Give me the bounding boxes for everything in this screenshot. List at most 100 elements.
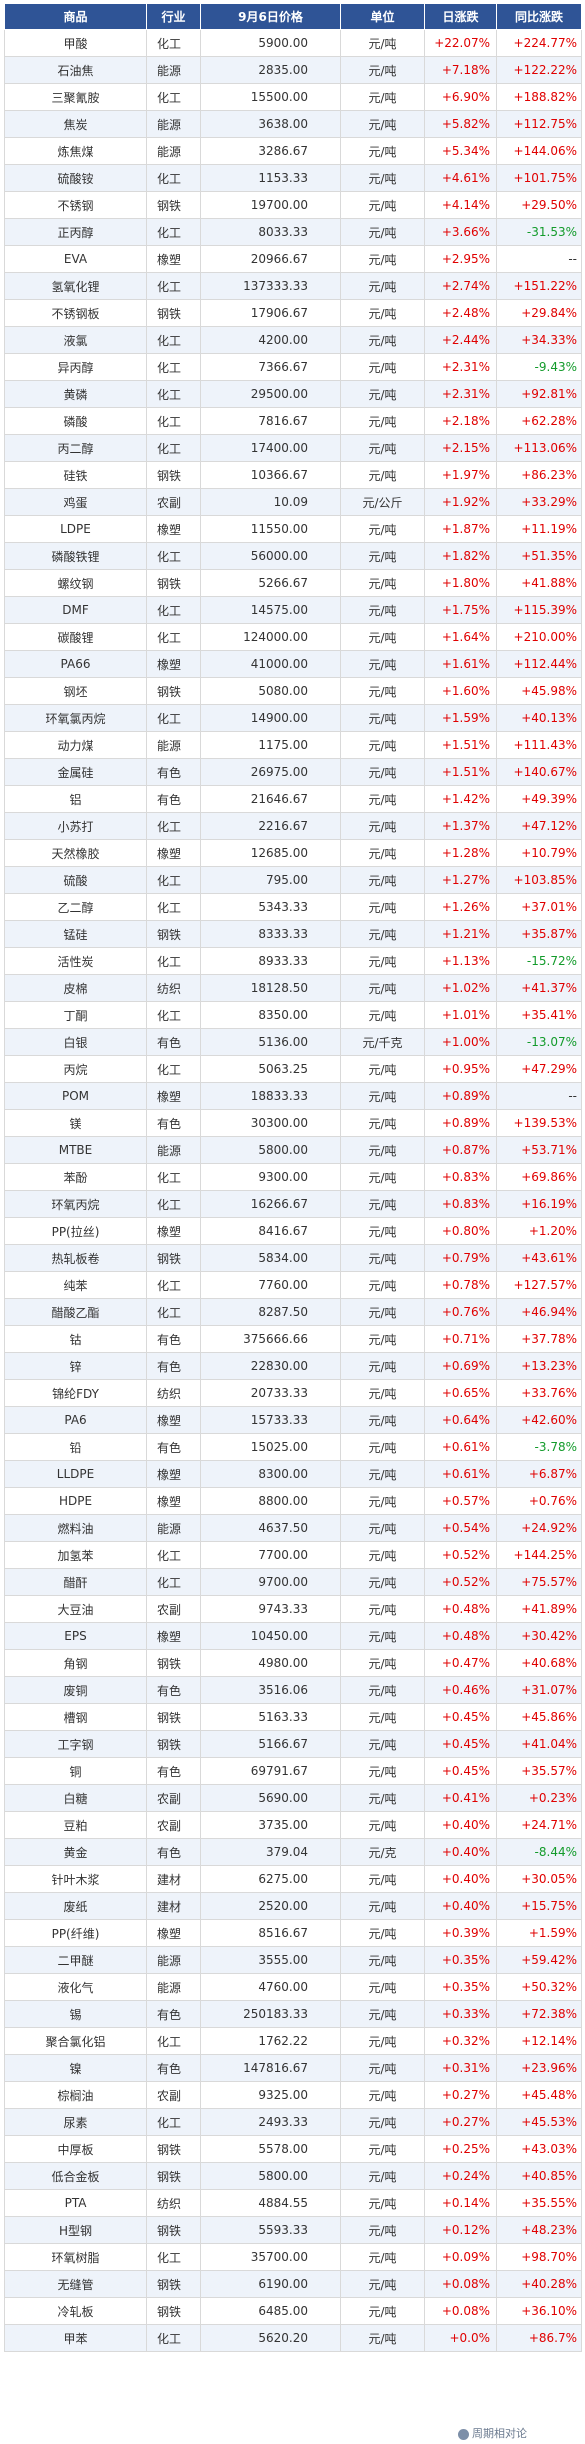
cell-unit: 元/吨	[340, 380, 425, 408]
table-row: 黄金 有色 379.04 元/克 +0.40% -8.44%	[4, 1838, 582, 1866]
cell-price: 8933.33	[200, 947, 341, 975]
cell-industry: 化工	[146, 434, 201, 462]
cell-price: 15025.00	[200, 1433, 341, 1461]
cell-yoy-change: +41.04%	[496, 1730, 582, 1758]
cell-yoy-change: +34.33%	[496, 326, 582, 354]
cell-day-change: +0.87%	[424, 1136, 497, 1164]
cell-unit: 元/克	[340, 1838, 425, 1866]
cell-unit: 元/吨	[340, 1946, 425, 1974]
cell-day-change: +0.08%	[424, 2270, 497, 2298]
cell-industry: 化工	[146, 866, 201, 894]
cell-name: H型钢	[4, 2216, 147, 2244]
cell-industry: 化工	[146, 164, 201, 192]
cell-yoy-change: -8.44%	[496, 1838, 582, 1866]
table-row: 钴有色 375666.66 元/吨 +0.71% +37.78%	[4, 1325, 582, 1353]
cell-name: 苯酚	[4, 1163, 147, 1191]
cell-yoy-change: +45.98%	[496, 677, 582, 705]
cell-day-change: +0.32%	[424, 2027, 497, 2055]
cell-name: 白糖	[4, 1784, 147, 1812]
cell-industry: 钢铁	[146, 569, 201, 597]
cell-unit: 元/吨	[340, 2108, 425, 2136]
cell-yoy-change: +59.42%	[496, 1946, 582, 1974]
table-row: 加氢苯 化工 7700.00 元/吨 +0.52% +144.25%	[4, 1541, 582, 1569]
cell-day-change: +0.89%	[424, 1082, 497, 1110]
cell-unit: 元/吨	[340, 1568, 425, 1596]
cell-unit: 元/吨	[340, 1136, 425, 1164]
cell-yoy-change: -15.72%	[496, 947, 582, 975]
cell-industry: 橡塑	[146, 245, 201, 273]
cell-yoy-change: --	[496, 1082, 582, 1110]
cell-yoy-change: +1.20%	[496, 1217, 582, 1245]
cell-yoy-change: -31.53%	[496, 218, 582, 246]
table-row: POM 橡塑 18833.33 元/吨 +0.89% --	[4, 1082, 582, 1110]
table-row: PA66 橡塑 41000.00 元/吨 +1.61% +112.44%	[4, 650, 582, 678]
cell-price: 18128.50	[200, 974, 341, 1002]
cell-name: 黄金	[4, 1838, 147, 1866]
table-row: 不锈钢板 钢铁 17906.67 元/吨 +2.48% +29.84%	[4, 299, 582, 327]
cell-unit: 元/吨	[340, 2270, 425, 2298]
cell-unit: 元/吨	[340, 1892, 425, 1920]
cell-yoy-change: --	[496, 245, 582, 273]
cell-name: 甲酸	[4, 29, 147, 57]
table-row: 金属硅 有色 26975.00 元/吨 +1.51% +140.67%	[4, 758, 582, 786]
watermark-text: 周期相对论	[472, 2427, 527, 2440]
header-industry: 行业	[146, 3, 201, 30]
table-row: 低合金板 钢铁 5800.00 元/吨 +0.24% +40.85%	[4, 2162, 582, 2190]
cell-name: 二甲醚	[4, 1946, 147, 1974]
cell-day-change: +1.60%	[424, 677, 497, 705]
table-row: 环氧树脂 化工 35700.00 元/吨 +0.09% +98.70%	[4, 2243, 582, 2271]
cell-unit: 元/吨	[340, 2216, 425, 2244]
table-row: 三聚氰胺 化工 15500.00 元/吨 +6.90% +188.82%	[4, 83, 582, 111]
cell-unit: 元/吨	[340, 191, 425, 219]
cell-name: PA6	[4, 1406, 147, 1434]
cell-yoy-change: +15.75%	[496, 1892, 582, 1920]
cell-yoy-change: +47.29%	[496, 1055, 582, 1083]
cell-industry: 农副	[146, 1811, 201, 1839]
cell-unit: 元/吨	[340, 1082, 425, 1110]
cell-industry: 有色	[146, 1676, 201, 1704]
cell-yoy-change: +35.55%	[496, 2189, 582, 2217]
cell-industry: 橡塑	[146, 839, 201, 867]
cell-industry: 钢铁	[146, 191, 201, 219]
cell-unit: 元/吨	[340, 1649, 425, 1677]
table-row: DMF 化工 14575.00 元/吨 +1.75% +115.39%	[4, 596, 582, 624]
cell-price: 14900.00	[200, 704, 341, 732]
table-row: 鸡蛋 农副 10.09 元/公斤 +1.92% +33.29%	[4, 488, 582, 516]
cell-yoy-change: +24.92%	[496, 1514, 582, 1542]
table-row: 黄磷 化工 29500.00 元/吨 +2.31% +92.81%	[4, 380, 582, 408]
cell-unit: 元/吨	[340, 29, 425, 57]
table-row: 皮棉 纺织 18128.50 元/吨 +1.02% +41.37%	[4, 974, 582, 1002]
table-row: HDPE 橡塑 8800.00 元/吨 +0.57% +0.76%	[4, 1487, 582, 1515]
cell-unit: 元/吨	[340, 1325, 425, 1353]
cell-day-change: +0.46%	[424, 1676, 497, 1704]
cell-name: 氢氧化锂	[4, 272, 147, 300]
cell-unit: 元/吨	[340, 920, 425, 948]
cell-unit: 元/吨	[340, 1433, 425, 1461]
cell-yoy-change: +29.84%	[496, 299, 582, 327]
cell-unit: 元/吨	[340, 1973, 425, 2001]
cell-unit: 元/吨	[340, 569, 425, 597]
cell-price: 795.00	[200, 866, 341, 894]
cell-name: 金属硅	[4, 758, 147, 786]
cell-day-change: +1.59%	[424, 704, 497, 732]
cell-name: 硅铁	[4, 461, 147, 489]
cell-name: 钢坯	[4, 677, 147, 705]
cell-price: 7760.00	[200, 1271, 341, 1299]
cell-yoy-change: +40.85%	[496, 2162, 582, 2190]
table-row: 活性炭 化工 8933.33 元/吨 +1.13% -15.72%	[4, 947, 582, 975]
cell-name: 小苏打	[4, 812, 147, 840]
cell-price: 8416.67	[200, 1217, 341, 1245]
cell-price: 5800.00	[200, 1136, 341, 1164]
table-row: 环氧氯丙烷 化工 14900.00 元/吨 +1.59% +40.13%	[4, 704, 582, 732]
cell-unit: 元/吨	[340, 2162, 425, 2190]
table-row: 尿素 化工 2493.33 元/吨 +0.27% +45.53%	[4, 2108, 582, 2136]
header-yoy-change: 同比涨跌	[496, 3, 582, 30]
cell-name: EVA	[4, 245, 147, 273]
cell-industry: 化工	[146, 1190, 201, 1218]
table-row: 钢坯 钢铁 5080.00 元/吨 +1.60% +45.98%	[4, 677, 582, 705]
cell-price: 124000.00	[200, 623, 341, 651]
cell-name: 环氧树脂	[4, 2243, 147, 2271]
cell-unit: 元/吨	[340, 1919, 425, 1947]
cell-yoy-change: +86.23%	[496, 461, 582, 489]
cell-industry: 能源	[146, 1136, 201, 1164]
